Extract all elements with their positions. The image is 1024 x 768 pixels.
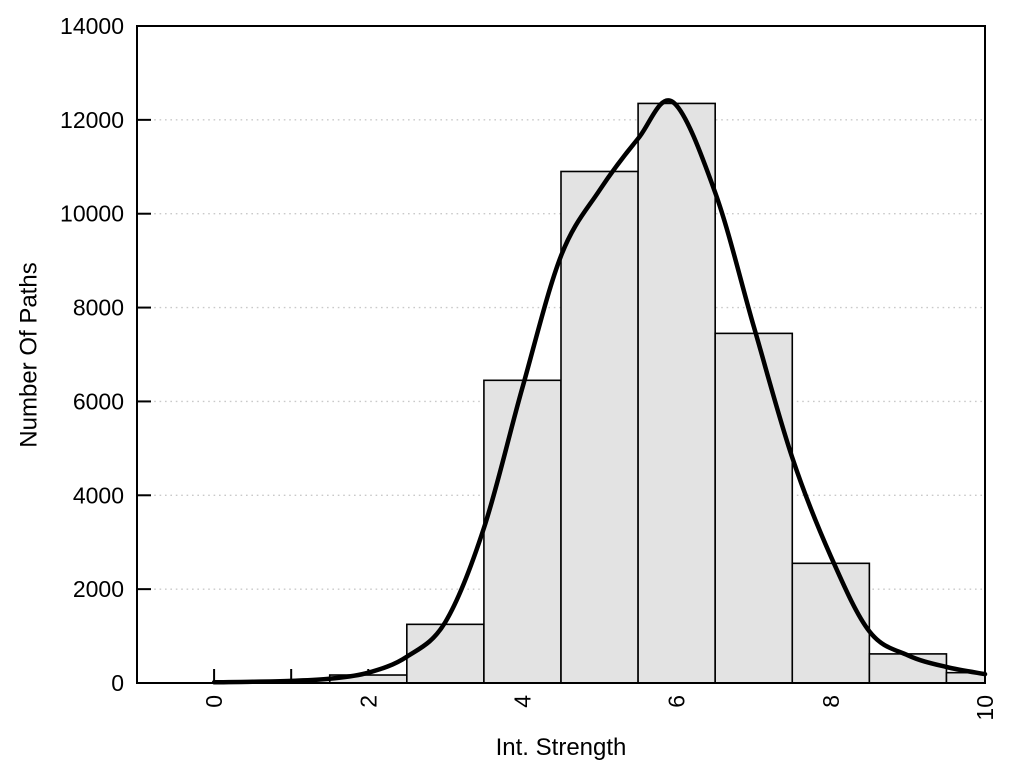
histogram-bars — [328, 102, 986, 684]
bar-3 — [406, 623, 485, 684]
y-tick-labels: 0 2000 4000 6000 8000 10000 12000 14000 — [60, 13, 124, 696]
bar-7 — [714, 332, 794, 684]
x-tick-label-4: 4 — [510, 695, 536, 708]
x-tick-label-2: 2 — [355, 695, 381, 708]
x-axis-label: Int. Strength — [496, 734, 627, 761]
x-tick-label-0: 0 — [201, 695, 227, 708]
x-tick-labels: 0 2 4 6 8 10 — [201, 695, 998, 721]
y-tick-label-6000: 6000 — [73, 388, 124, 414]
y-tick-label-2000: 2000 — [73, 576, 124, 602]
x-tick-label-6: 6 — [664, 695, 690, 708]
y-tick-label-14000: 14000 — [60, 13, 124, 39]
y-tick-label-12000: 12000 — [60, 107, 124, 133]
density-curve — [211, 98, 988, 685]
x-tick-label-8: 8 — [818, 695, 844, 708]
bar-6 — [637, 102, 716, 684]
y-tick-label-4000: 4000 — [73, 482, 124, 508]
y-tick-label-8000: 8000 — [73, 295, 124, 321]
y-axis-label: Number Of Paths — [16, 262, 43, 447]
bar-5 — [560, 170, 639, 684]
gridlines — [138, 119, 984, 590]
plot-frame — [136, 25, 986, 684]
bar-4 — [483, 379, 562, 684]
y-tick-label-0: 0 — [111, 670, 124, 696]
bar-9 — [868, 653, 948, 684]
x-tick-label-10: 10 — [972, 695, 998, 721]
y-tick-label-10000: 10000 — [60, 201, 124, 227]
bar-8 — [791, 562, 871, 684]
